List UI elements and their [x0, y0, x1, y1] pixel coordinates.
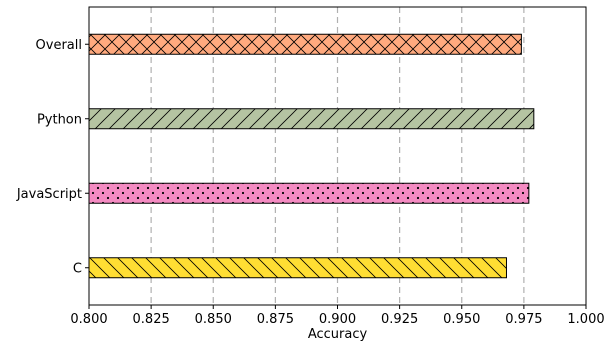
- x-tick-label-3: 0.875: [257, 312, 294, 327]
- bar-hatch-javascript: [88, 182, 530, 204]
- y-tick-label-0: Overall: [36, 38, 82, 53]
- bars: [88, 33, 535, 279]
- x-tick-label-0: 0.800: [70, 312, 107, 327]
- bar-python: [88, 108, 535, 130]
- bar-hatch-c: [88, 257, 507, 279]
- x-axis-title: Accuracy: [308, 327, 368, 342]
- x-tick-label-4: 0.900: [319, 312, 356, 327]
- y-tick-label-3: C: [73, 261, 82, 276]
- x-tick-label-7: 0.975: [505, 312, 542, 327]
- x-tick-label-2: 0.850: [195, 312, 232, 327]
- x-tick-label-8: 1.000: [567, 312, 604, 327]
- y-tick-label-1: Python: [37, 112, 82, 127]
- bar-c: [88, 257, 507, 279]
- x-tick-label-6: 0.950: [443, 312, 480, 327]
- bar-javascript: [88, 182, 530, 204]
- bar-hatch-overall: [88, 33, 522, 55]
- axis-ticks: 0.800 0.825 0.850 0.875 0.900 0.925 0.950 0.975…: [16, 38, 605, 327]
- bar-overall: [88, 33, 522, 55]
- x-tick-label-5: 0.925: [381, 312, 418, 327]
- x-tick-label-1: 0.825: [133, 312, 170, 327]
- y-tick-label-2: JavaScript: [16, 187, 82, 202]
- bar-hatch-python: [88, 108, 535, 130]
